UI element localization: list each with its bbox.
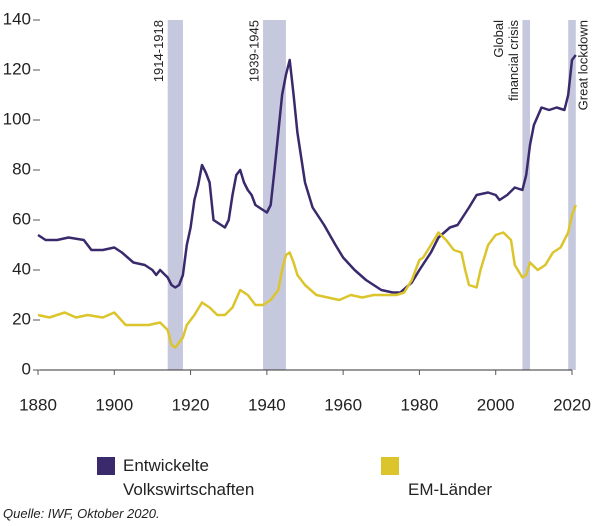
source-note: Quelle: IWF, Oktober 2020.	[3, 506, 160, 521]
x-tick-label: 1880	[19, 395, 57, 414]
x-tick-label: 1920	[172, 395, 210, 414]
period-label: 1914-1918	[151, 20, 166, 82]
period-label: 1939-1945	[246, 20, 261, 82]
shaded-period	[167, 20, 183, 370]
period-label: Global	[491, 20, 506, 58]
legend-label: Entwickelte Volkswirtschaften	[123, 456, 255, 499]
y-tick-label: 0	[22, 359, 31, 378]
legend-swatch	[381, 457, 399, 475]
y-tick-label: 60	[12, 209, 31, 228]
y-tick-label: 40	[12, 259, 31, 278]
series-line	[37, 204, 577, 349]
shaded-period	[522, 20, 531, 370]
period-label: financial crisis	[506, 20, 521, 101]
x-tick-label: 1980	[401, 395, 439, 414]
series-line	[37, 54, 577, 294]
y-tick-label: 20	[12, 309, 31, 328]
x-tick-label: 2000	[477, 395, 515, 414]
y-tick-label: 120	[3, 59, 31, 78]
legend-swatch	[97, 457, 115, 475]
y-tick-label: 80	[12, 159, 31, 178]
chart: 1914-1918 1939-1945 Global financial crisis…	[3, 9, 591, 414]
x-tick-label: 1900	[95, 395, 133, 414]
shaded-period	[568, 20, 576, 370]
x-tick-label: 2020	[553, 395, 591, 414]
x-tick-label: 1960	[324, 395, 362, 414]
period-label: Great lockdown	[575, 20, 590, 110]
shaded-period	[263, 20, 286, 370]
x-tick-label: 1940	[248, 395, 286, 414]
y-tick-label: 100	[3, 109, 31, 128]
legend-label: EM-Länder	[408, 480, 493, 499]
y-tick-label: 140	[3, 9, 31, 28]
